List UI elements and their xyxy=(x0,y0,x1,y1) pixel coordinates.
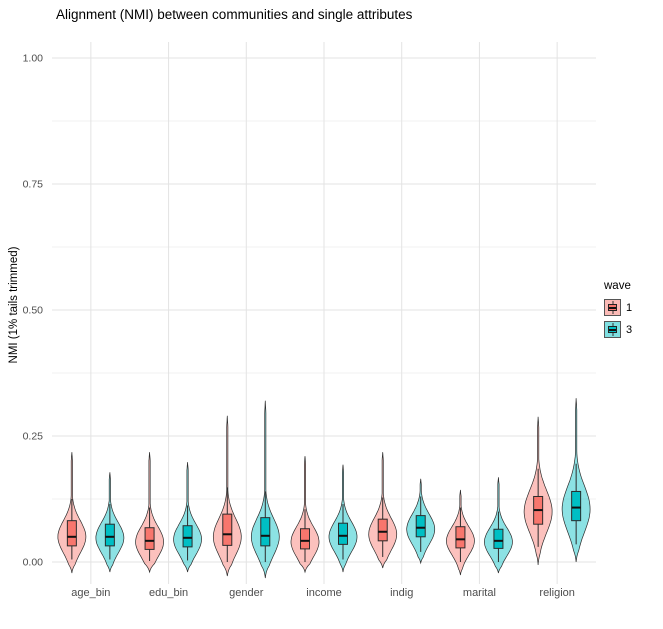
box-marital-wave-3 xyxy=(493,528,504,549)
legend-item-wave-1: 1 xyxy=(604,299,632,316)
legend-key-wave-1-icon xyxy=(604,299,621,316)
x-tick-label: marital xyxy=(463,587,496,599)
legend-label-wave-1: 1 xyxy=(626,301,633,314)
box-religion-wave-3 xyxy=(571,490,582,522)
box-edu_bin-wave-1 xyxy=(144,527,155,550)
y-tick-label: 0.50 xyxy=(23,305,44,317)
y-tick-label: 0.25 xyxy=(23,431,44,443)
box-edu_bin-wave-3 xyxy=(182,525,193,548)
box-age_bin-wave-1 xyxy=(66,520,77,547)
box-marital-wave-1 xyxy=(455,526,466,549)
box-age_bin-wave-3 xyxy=(104,523,115,547)
x-tick-label: religion xyxy=(539,587,574,599)
x-tick-label: indig xyxy=(390,587,413,599)
y-tick-label: 1.00 xyxy=(23,53,44,65)
y-tick-label: 0.75 xyxy=(23,179,44,191)
box-indig-wave-1 xyxy=(377,518,388,542)
y-axis-label: NMI (1% tails trimmed) xyxy=(8,246,20,364)
box-indig-wave-3 xyxy=(415,515,426,538)
x-tick-label: age_bin xyxy=(71,587,110,599)
legend-label-wave-3: 3 xyxy=(626,323,633,336)
x-tick-label: income xyxy=(306,587,341,599)
chart-title: Alignment (NMI) between communities and … xyxy=(56,7,413,22)
legend: wave 1 3 xyxy=(604,280,632,343)
x-tick-label: edu_bin xyxy=(149,587,188,599)
legend-key-wave-3-icon xyxy=(604,321,621,338)
legend-item-wave-3: 3 xyxy=(604,321,632,338)
legend-title: wave xyxy=(604,280,631,292)
y-tick-label: 0.00 xyxy=(23,557,44,569)
x-tick-label: gender xyxy=(229,587,264,599)
box-income-wave-3 xyxy=(338,522,348,545)
box-gender-wave-3 xyxy=(260,517,271,547)
box-gender-wave-1 xyxy=(222,513,233,546)
box-income-wave-1 xyxy=(300,528,310,550)
violin-gender-wave-3 xyxy=(250,400,280,579)
